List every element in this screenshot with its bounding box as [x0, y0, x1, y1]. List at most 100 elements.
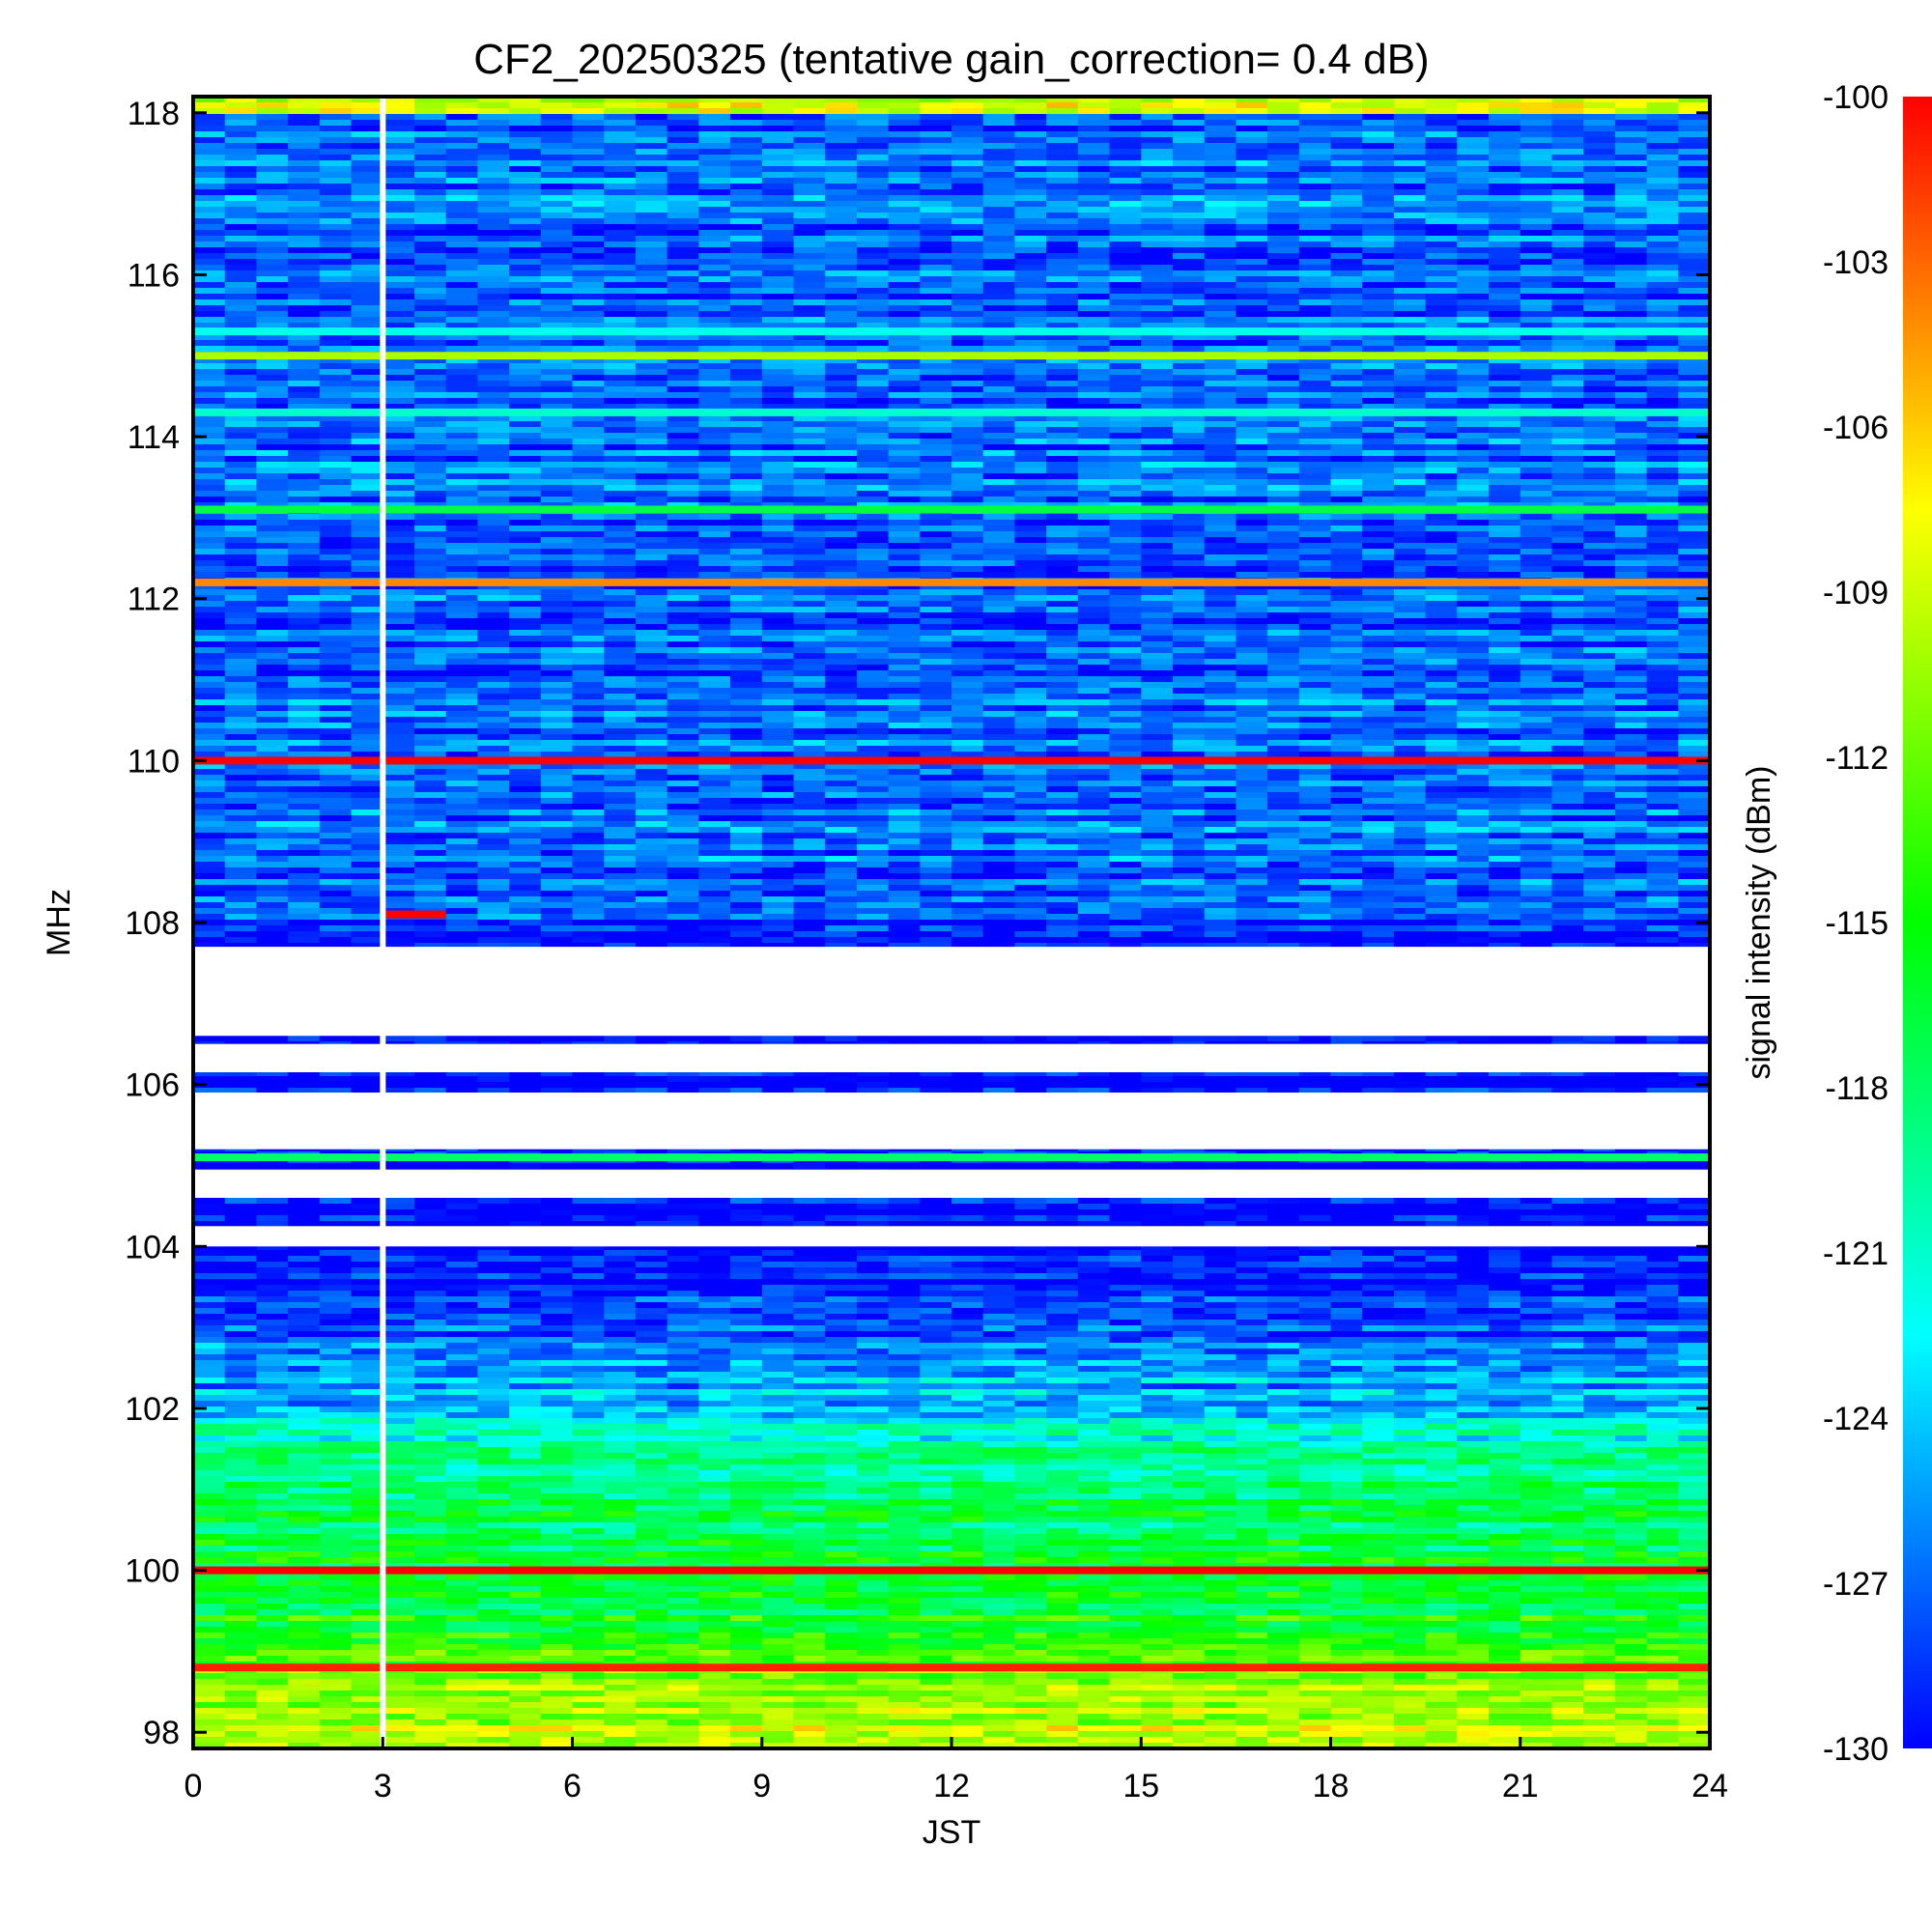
- heatmap-cell: [351, 456, 384, 462]
- heatmap-cell: [761, 230, 795, 236]
- heatmap-cell: [1141, 607, 1174, 612]
- heatmap-cell: [319, 497, 353, 502]
- heatmap-cell: [761, 201, 795, 207]
- heatmap-cell: [445, 224, 478, 230]
- heatmap-cell: [288, 120, 321, 126]
- heatmap-cell: [793, 97, 826, 102]
- heatmap-cell: [1141, 670, 1174, 676]
- heatmap-cell: [1109, 166, 1142, 172]
- heatmap-cell: [1046, 537, 1079, 543]
- heatmap-cell: [604, 537, 637, 543]
- heatmap-cell: [319, 676, 353, 682]
- heatmap-cell: [1330, 259, 1363, 265]
- heatmap-cell: [1109, 497, 1142, 502]
- heatmap-cell: [1362, 305, 1395, 311]
- heatmap-cell: [1109, 120, 1142, 126]
- heatmap-cell: [1046, 282, 1079, 288]
- heatmap-cell: [319, 224, 353, 230]
- heatmap-cell: [193, 473, 226, 479]
- heatmap-cell: [1046, 653, 1079, 659]
- heatmap-cell: [1267, 444, 1300, 450]
- heatmap-cell: [1457, 184, 1490, 189]
- heatmap-cell: [1141, 131, 1174, 137]
- heatmap-cell: [414, 694, 447, 699]
- heatmap-cell: [1077, 647, 1111, 653]
- heatmap-cell: [1330, 108, 1363, 114]
- heatmap-cell: [825, 479, 858, 485]
- heatmap-cell: [1173, 218, 1206, 224]
- heatmap-cell: [1330, 537, 1363, 543]
- heatmap-cell: [825, 242, 858, 247]
- heatmap-cell: [224, 184, 257, 189]
- heatmap-cell: [1489, 381, 1521, 386]
- heatmap-cell: [1583, 398, 1616, 404]
- heatmap-cell: [730, 554, 763, 560]
- heatmap-cell: [414, 270, 447, 276]
- heatmap-cell: [920, 323, 952, 328]
- heatmap-cell: [635, 694, 668, 699]
- heatmap-cell: [1362, 583, 1395, 589]
- heatmap-cell: [1077, 137, 1111, 143]
- heatmap-cell: [256, 178, 289, 184]
- heatmap-cell: [667, 415, 699, 421]
- heatmap-cell: [193, 270, 226, 276]
- heatmap-cell: [1393, 665, 1427, 670]
- heatmap-cell: [1298, 444, 1332, 450]
- heatmap-cell: [1393, 618, 1427, 624]
- heatmap-cell: [1425, 473, 1458, 479]
- heatmap-cell: [193, 282, 226, 288]
- heatmap-cell: [1551, 189, 1584, 195]
- heatmap-cell: [1109, 485, 1142, 491]
- heatmap-cell: [888, 560, 921, 566]
- heatmap-cell: [351, 491, 384, 497]
- heatmap-cell: [1551, 531, 1584, 537]
- heatmap-cell: [1646, 172, 1679, 178]
- heatmap-cell: [635, 421, 668, 427]
- heatmap-cell: [477, 189, 510, 195]
- heatmap-cell: [1489, 213, 1521, 218]
- heatmap-cell: [1330, 218, 1363, 224]
- heatmap-cell: [1204, 259, 1236, 265]
- heatmap-cell: [761, 526, 795, 531]
- heatmap-cell: [888, 462, 921, 468]
- heatmap-cell: [1678, 612, 1710, 618]
- heatmap-cell: [888, 653, 921, 659]
- heatmap-cell: [256, 247, 289, 253]
- heatmap-cell: [224, 108, 257, 114]
- heatmap-cell: [1109, 381, 1142, 386]
- heatmap-cell: [667, 427, 699, 433]
- heatmap-cell: [856, 311, 890, 317]
- heatmap-cell: [698, 665, 731, 670]
- heatmap-cell: [1362, 398, 1395, 404]
- heatmap-cell: [1077, 218, 1111, 224]
- heatmap-cell: [1330, 647, 1363, 653]
- heatmap-cell: [1457, 630, 1490, 636]
- heatmap-cell: [288, 381, 321, 386]
- heatmap-cell: [1173, 143, 1206, 149]
- heatmap-cell: [635, 207, 668, 213]
- heatmap-cell: [698, 299, 731, 305]
- heatmap-cell: [1425, 305, 1458, 311]
- heatmap-cell: [193, 311, 226, 317]
- heatmap-cell: [445, 520, 478, 526]
- heatmap-cell: [1551, 386, 1584, 392]
- heatmap-cell: [856, 160, 890, 166]
- heatmap-cell: [1583, 392, 1616, 398]
- heatmap-cell: [288, 537, 321, 543]
- heatmap-cell: [667, 311, 699, 317]
- heatmap-cell: [667, 473, 699, 479]
- heatmap-cell: [1457, 172, 1490, 178]
- heatmap-cell: [1298, 323, 1332, 328]
- heatmap-cell: [1393, 670, 1427, 676]
- heatmap-cell: [1489, 334, 1521, 340]
- heatmap-cell: [1077, 288, 1111, 294]
- heatmap-cell: [1678, 694, 1710, 699]
- heatmap-cell: [1173, 230, 1206, 236]
- heatmap-cell: [572, 323, 605, 328]
- heatmap-cell: [1520, 218, 1553, 224]
- heatmap-cell: [604, 670, 637, 676]
- heatmap-cell: [730, 624, 763, 630]
- heatmap-cell: [1109, 282, 1142, 288]
- heatmap-cell: [351, 526, 384, 531]
- heatmap-cell: [825, 647, 858, 653]
